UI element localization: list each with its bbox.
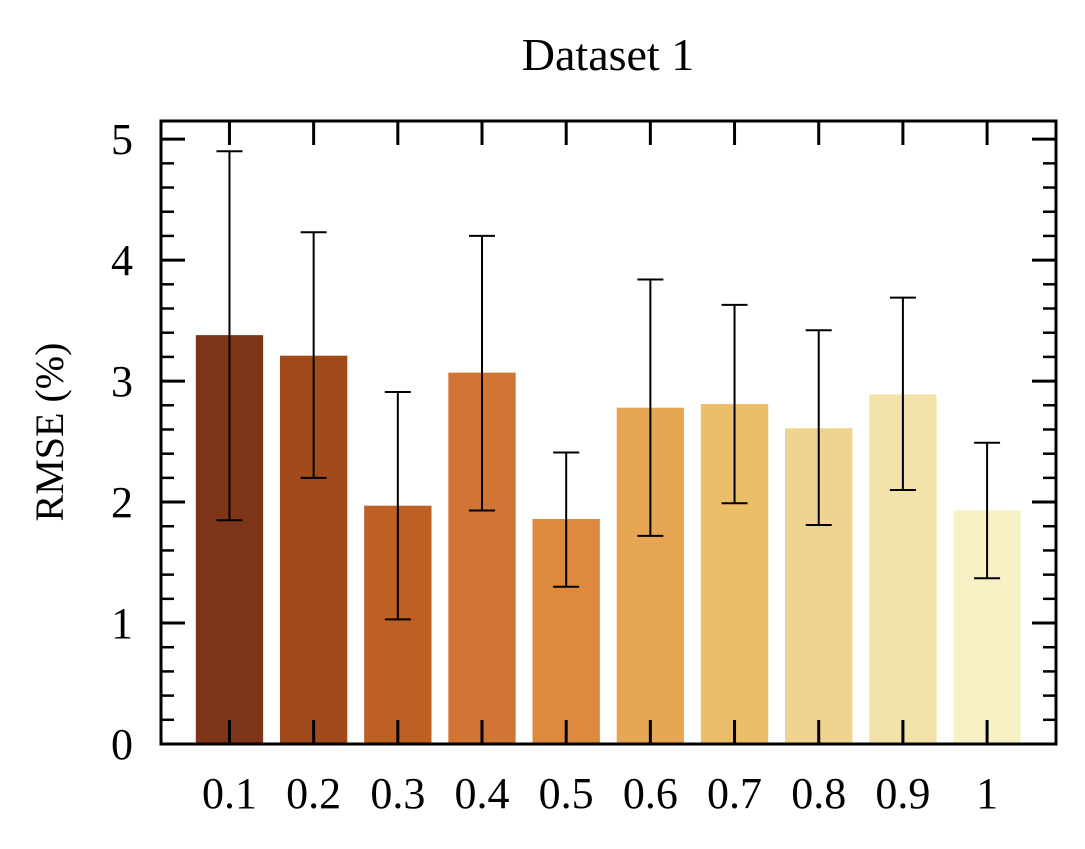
y-tick-label-0: 0 [111,720,133,769]
y-tick-labels: 0 1 2 3 4 5 [111,115,133,769]
x-tick-label-1: 1 [976,769,998,818]
y-axis-label: RMSE (%) [27,343,72,522]
y-tick-label-4: 4 [111,236,133,285]
y-tick-label-5: 5 [111,115,133,164]
x-tick-label-0.8: 0.8 [791,769,846,818]
bars-layer [195,335,1021,744]
ticks-layer [161,121,1056,746]
x-tick-label-0.5: 0.5 [539,769,594,818]
chart-title: Dataset 1 [522,29,694,80]
x-tick-label-0.9: 0.9 [875,769,930,818]
x-tick-labels: 0.1 0.2 0.3 0.4 0.5 0.6 0.7 0.8 0.9 1 [202,769,998,818]
y-tick-label-1: 1 [111,599,133,648]
x-tick-label-0.1: 0.1 [202,769,257,818]
plot-frame [159,119,1058,746]
x-tick-label-0.2: 0.2 [286,769,341,818]
x-tick-label-0.6: 0.6 [623,769,678,818]
y-tick-label-2: 2 [111,478,133,527]
x-tick-label-0.3: 0.3 [370,769,425,818]
x-tick-label-0.7: 0.7 [707,769,762,818]
x-tick-label-0.4: 0.4 [455,769,510,818]
y-tick-label-3: 3 [111,357,133,406]
error-bars-layer [216,150,1001,621]
